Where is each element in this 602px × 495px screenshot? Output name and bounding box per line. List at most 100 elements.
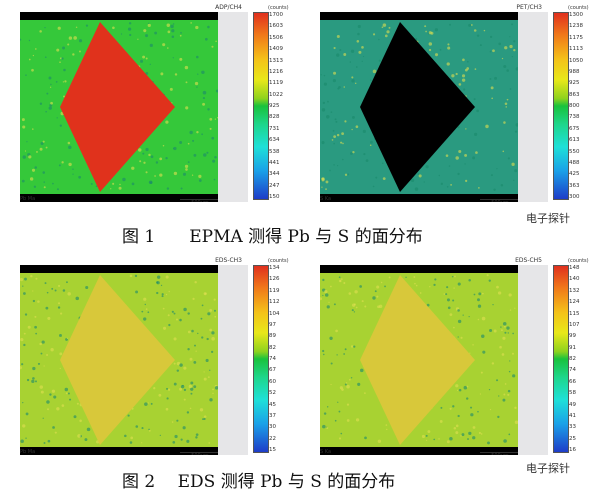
map-speckle xyxy=(489,389,490,390)
map-speckle xyxy=(46,147,48,149)
map-speckle xyxy=(177,369,179,371)
colorbar-tick: 863 xyxy=(569,92,583,98)
map-speckle xyxy=(151,403,153,405)
map-speckle xyxy=(76,27,77,28)
map-speckle xyxy=(347,404,349,406)
map-speckle xyxy=(57,188,59,190)
map-speckle xyxy=(413,276,415,278)
map-speckle xyxy=(351,345,353,347)
map-speckle xyxy=(426,435,428,437)
map-speckle xyxy=(206,152,208,154)
map-speckle xyxy=(34,166,37,169)
map-speckle xyxy=(68,163,71,166)
map-speckle xyxy=(381,282,382,283)
map-speckle xyxy=(471,24,473,26)
map-speckle xyxy=(170,88,173,91)
map-speckle xyxy=(458,150,461,153)
map-speckle xyxy=(215,40,217,42)
map-speckle xyxy=(112,26,115,29)
map-speckle xyxy=(72,174,73,175)
colorbar-tick: 1022 xyxy=(269,92,283,98)
map-speckle xyxy=(511,23,513,25)
map-speckle xyxy=(499,346,502,349)
colorbar-tick: 22 xyxy=(269,436,280,442)
map-speckle xyxy=(51,288,53,290)
map-speckle xyxy=(188,331,191,334)
map-speckle xyxy=(484,30,485,31)
map-speckle xyxy=(202,103,205,106)
map-speckle xyxy=(79,419,82,422)
map-speckle xyxy=(335,118,337,120)
map-speckle xyxy=(509,36,510,37)
colorbar-tick: 1300 xyxy=(569,12,583,18)
map-speckle xyxy=(477,411,479,413)
map-image xyxy=(320,12,518,202)
map-speckle xyxy=(141,427,143,429)
map-speckle xyxy=(162,43,165,46)
map-speckle xyxy=(443,293,445,295)
map-speckle xyxy=(34,186,36,188)
map-border-strip xyxy=(218,265,248,455)
map-speckle xyxy=(429,286,430,287)
map-speckle xyxy=(191,330,194,333)
map-speckle xyxy=(427,430,430,433)
map-speckle xyxy=(490,409,491,410)
map-speckle xyxy=(354,303,356,305)
map-speckle xyxy=(508,390,511,393)
map-speckle xyxy=(480,44,482,46)
map-speckle xyxy=(345,174,347,176)
map-speckle xyxy=(513,40,515,42)
map-speckle xyxy=(477,298,480,301)
colorbar-tick: 538 xyxy=(269,149,283,155)
map-speckle xyxy=(174,337,177,340)
map-speckle xyxy=(186,81,188,83)
map-speckle xyxy=(148,23,149,24)
map-speckle xyxy=(333,143,335,145)
map-speckle xyxy=(508,434,510,436)
map-speckle xyxy=(58,27,61,30)
map-speckle xyxy=(208,442,210,444)
map-speckle xyxy=(46,400,49,403)
map-speckle xyxy=(375,177,377,179)
colorbar-units: (counts) xyxy=(268,258,289,264)
map-speckle xyxy=(497,416,499,418)
map-speckle xyxy=(334,303,336,305)
map-speckle xyxy=(174,363,176,365)
map-speckle xyxy=(470,407,472,409)
map-speckle xyxy=(512,374,515,377)
map-speckle xyxy=(342,159,344,161)
map-speckle xyxy=(373,33,375,35)
map-speckle xyxy=(184,399,186,401)
map-speckle xyxy=(504,46,507,49)
colorbar xyxy=(553,12,569,200)
map-speckle xyxy=(415,187,419,191)
figure2-caption: 图 2 EDS 测得 Pb 与 S 的面分布 xyxy=(122,467,395,492)
map-speckle xyxy=(176,318,178,320)
map-speckle xyxy=(156,292,158,294)
map-speckle xyxy=(60,313,62,315)
map-speckle xyxy=(425,165,428,168)
map-speckle xyxy=(211,337,215,341)
map-speckle xyxy=(68,142,71,145)
map-speckle xyxy=(36,151,38,153)
map-speckle xyxy=(147,311,149,313)
map-border-strip xyxy=(518,12,548,202)
map-speckle xyxy=(192,175,193,176)
map-speckle xyxy=(42,340,45,343)
map-speckle xyxy=(513,180,514,181)
map-speckle xyxy=(25,313,27,315)
map-speckle xyxy=(33,55,34,56)
colorbar-tick: 45 xyxy=(269,402,280,408)
map-speckle xyxy=(474,294,476,296)
map-speckle xyxy=(189,131,192,134)
map-speckle xyxy=(61,57,63,59)
map-speckle xyxy=(416,285,418,287)
map-speckle xyxy=(463,88,465,90)
map-speckle xyxy=(329,170,331,172)
map-speckle xyxy=(172,421,174,423)
map-speckle xyxy=(148,24,151,27)
map-speckle xyxy=(35,48,37,50)
map-speckle xyxy=(322,350,324,352)
map-speckle xyxy=(146,171,148,173)
map-speckle xyxy=(464,163,465,164)
